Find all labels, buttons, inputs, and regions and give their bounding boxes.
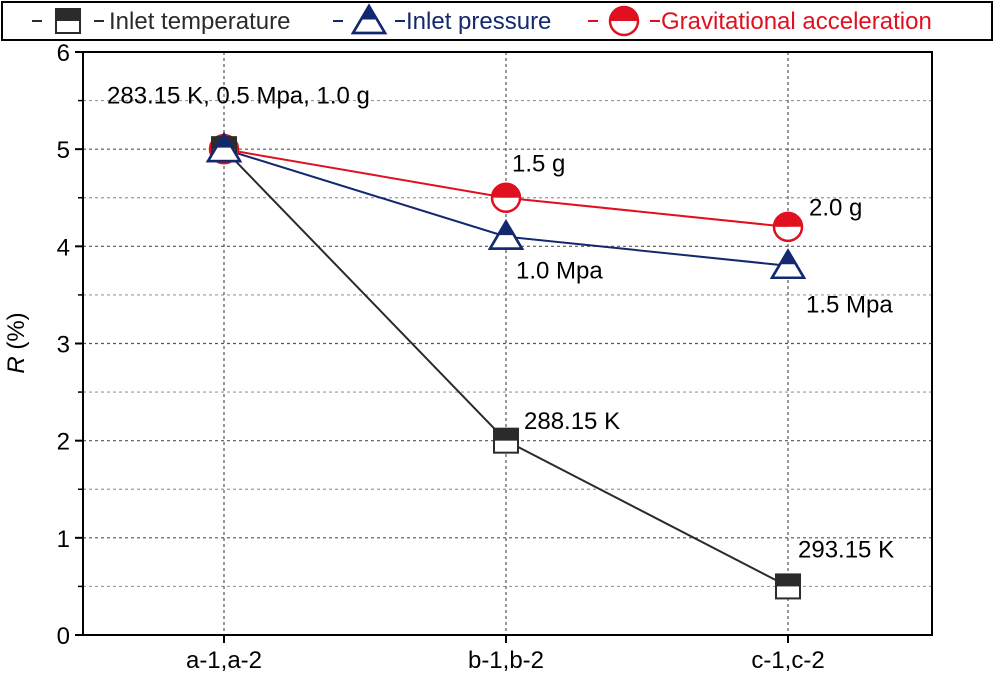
- y-tick-label: 4: [57, 234, 70, 261]
- point-gravitational-acceleration-2: [772, 211, 804, 243]
- legend-label-inlet-temperature: Inlet temperature: [109, 8, 290, 35]
- point-inlet-temperature-1: [493, 427, 519, 454]
- legend-box: [1, 1, 993, 41]
- y-tick-label: 6: [57, 40, 70, 67]
- y-tick-label: 5: [57, 137, 70, 164]
- annotation: 1.5 Mpa: [806, 292, 893, 319]
- legend: Inlet temperature Inlet pressure Gravitati…: [1, 1, 993, 41]
- y-tick-label: 0: [57, 623, 70, 650]
- x-tick-label: a-1,a-2: [186, 647, 262, 674]
- x-tick-label: b-1,b-2: [468, 647, 544, 674]
- legend-marker-inlet-temperature: [55, 8, 81, 34]
- series: [205, 131, 807, 600]
- annotation: 293.15 K: [798, 536, 894, 563]
- point-inlet-pressure-0: [205, 131, 243, 163]
- legend-marker-gravitational-acceleration: [608, 5, 640, 37]
- annotation: 283.15 K, 0.5 Mpa, 1.0 g: [107, 83, 370, 110]
- y-axis-label-unit: (%): [3, 312, 30, 356]
- point-inlet-pressure-2: [769, 248, 807, 280]
- y-axis-label: R (%): [3, 312, 30, 373]
- point-inlet-pressure-1: [487, 219, 525, 250]
- y-tick-label: 1: [57, 526, 70, 553]
- annotation: 1.0 Mpa: [516, 258, 603, 285]
- legend-marker-inlet-pressure: [350, 3, 388, 35]
- legend-label-inlet-pressure: Inlet pressure: [406, 8, 551, 35]
- x-tick-label: c-1,c-2: [751, 647, 824, 674]
- axes: 0 1 2 3 4 5 6 a-1,a-2 b-1,b-2 c-1,c-2: [57, 40, 825, 674]
- legend-label-gravitational-acceleration: Gravitational acceleration: [661, 8, 932, 35]
- annotation: 2.0 g: [809, 194, 862, 221]
- y-tick-label: 3: [57, 332, 70, 359]
- y-tick-label: 2: [57, 429, 70, 456]
- point-gravitational-acceleration-1: [490, 182, 522, 213]
- y-axis-label-variable: R: [3, 356, 30, 373]
- point-inlet-temperature-2: [775, 573, 801, 600]
- annotations: 283.15 K, 0.5 Mpa, 1.0 g 1.5 g 1.0 Mpa 2.0 …: [107, 83, 894, 564]
- annotation: 1.5 g: [512, 151, 565, 178]
- annotation: 288.15 K: [524, 408, 620, 435]
